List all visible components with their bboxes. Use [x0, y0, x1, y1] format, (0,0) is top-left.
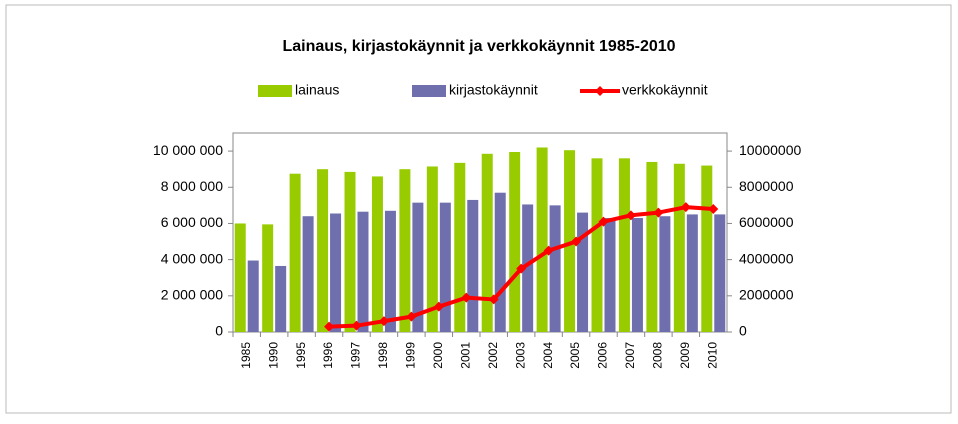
- x-tick-label: 2008: [651, 342, 665, 369]
- x-tick-label: 1985: [239, 342, 253, 369]
- frame: [5, 4, 952, 414]
- bar: [399, 169, 411, 332]
- marker: [598, 216, 609, 227]
- bar: [701, 165, 713, 332]
- y2-tick-label: 8000000: [739, 178, 794, 194]
- bar: [481, 153, 493, 332]
- x-tick-label: 2001: [458, 342, 472, 369]
- bar: [247, 260, 259, 332]
- marker: [461, 292, 472, 303]
- bar: [344, 171, 356, 332]
- y2-tick-label: 6000000: [739, 214, 794, 230]
- y2-tick-label: 0: [739, 323, 747, 339]
- bar: [330, 213, 342, 332]
- bar: [302, 216, 314, 332]
- bar: [371, 176, 383, 332]
- bar: [234, 223, 246, 332]
- bar: [439, 202, 451, 332]
- bar: [275, 265, 287, 332]
- marker: [680, 202, 691, 213]
- bar: [357, 211, 369, 332]
- bar: [577, 212, 589, 332]
- y-tick-label: 2 000 000: [161, 287, 223, 303]
- marker: [433, 301, 444, 312]
- legend-label: lainaus: [295, 82, 339, 98]
- x-tick-label: 2000: [431, 342, 445, 369]
- bar: [549, 205, 561, 332]
- y-tick-label: 8 000 000: [161, 178, 223, 194]
- x-tick-label: 2010: [705, 342, 719, 369]
- y-tick-label: 4 000 000: [161, 250, 223, 266]
- y2-tick-label: 10000000: [739, 142, 802, 158]
- bar: [467, 199, 479, 332]
- y-tick-label: 6 000 000: [161, 214, 223, 230]
- bar: [536, 147, 548, 332]
- bar: [454, 162, 466, 332]
- bar: [494, 192, 506, 332]
- bar: [591, 158, 603, 332]
- bar: [618, 158, 630, 332]
- bar: [631, 218, 643, 332]
- x-tick-label: 2007: [623, 342, 637, 369]
- marker: [516, 263, 527, 274]
- bar: [659, 216, 671, 332]
- bar: [686, 214, 698, 332]
- bar: [604, 218, 616, 332]
- marker: [625, 210, 636, 221]
- bar: [289, 173, 301, 332]
- marker: [351, 320, 362, 331]
- marker: [324, 321, 335, 332]
- x-tick-label: 2004: [541, 342, 555, 369]
- marker: [378, 316, 389, 327]
- x-tick-label: 1997: [349, 342, 363, 369]
- bar: [426, 166, 438, 332]
- bar: [509, 151, 521, 332]
- chart-title: Lainaus, kirjastokäynnit ja verkkokäynni…: [282, 38, 675, 55]
- legend-swatch: [412, 85, 446, 97]
- bar: [412, 202, 424, 332]
- x-tick-label: 2005: [568, 342, 582, 369]
- bar: [646, 161, 658, 332]
- x-tick-label: 1999: [404, 342, 418, 369]
- legend-label: kirjastokäynnit: [449, 82, 538, 98]
- marker: [653, 207, 664, 218]
- x-tick-label: 1990: [266, 342, 280, 369]
- marker: [543, 245, 554, 256]
- y-tick-label: 10 000 000: [153, 142, 223, 158]
- marker: [406, 311, 417, 322]
- x-tick-label: 1995: [294, 342, 308, 369]
- legend-swatch: [258, 85, 292, 97]
- y2-tick-label: 4000000: [739, 250, 794, 266]
- x-tick-label: 2006: [596, 342, 610, 369]
- x-tick-label: 1996: [321, 342, 335, 369]
- legend-label: verkkokäynnit: [622, 82, 708, 98]
- x-tick-label: 1998: [376, 342, 390, 369]
- bar: [384, 210, 396, 332]
- y-tick-label: 0: [215, 323, 223, 339]
- bar: [262, 224, 274, 332]
- bar: [673, 163, 685, 332]
- bar: [564, 150, 576, 332]
- legend-marker: [595, 86, 605, 96]
- bar: [317, 169, 329, 332]
- y2-tick-label: 2000000: [739, 287, 794, 303]
- x-tick-label: 2009: [678, 342, 692, 369]
- marker: [708, 203, 719, 214]
- x-tick-label: 2003: [513, 342, 527, 369]
- bar: [714, 214, 726, 332]
- x-tick-label: 2002: [486, 342, 500, 369]
- marker: [571, 236, 582, 247]
- marker: [488, 294, 499, 305]
- bar: [522, 204, 534, 332]
